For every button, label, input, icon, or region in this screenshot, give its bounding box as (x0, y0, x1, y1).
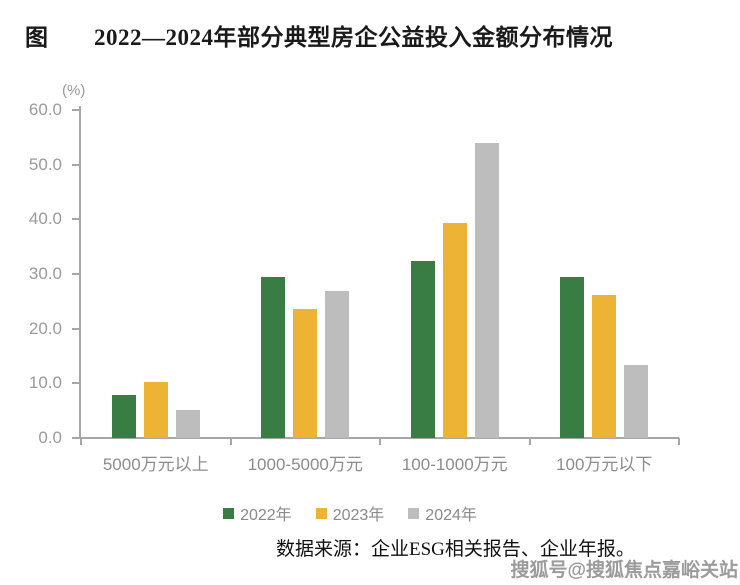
x-axis-label: 1000-5000万元 (247, 455, 363, 474)
legend-label: 2022年 (240, 507, 292, 524)
y-tick-label: 0.0 (38, 428, 62, 447)
y-tick (72, 163, 80, 166)
y-tick (72, 437, 80, 439)
legend-label: 2024年 (425, 507, 477, 524)
y-tick-label: 60.0 (28, 100, 62, 119)
y-tick (72, 109, 80, 111)
bar-2024年-100万元以下 (624, 365, 649, 438)
bar-2022年-100万元以下 (560, 276, 585, 438)
legend-label: 2023年 (332, 507, 385, 524)
y-tick-label: 50.0 (28, 154, 62, 174)
legend-item-2024年: 2024年 (408, 501, 477, 525)
x-tick (678, 438, 680, 445)
bar-2022年-100-1000万元 (410, 260, 435, 438)
x-tick (379, 438, 381, 445)
bar-2024年-100-1000万元 (474, 142, 499, 438)
legend: 2022年 2023年 2024年 (0, 501, 700, 525)
bar-2023年-1000-5000万元 (293, 308, 318, 438)
bar-2022年-1000-5000万元 (261, 276, 286, 438)
y-axis (79, 106, 81, 439)
y-tick-label: 30.0 (28, 264, 62, 283)
y-axis-unit-label: (%) (62, 82, 86, 99)
bar-2023年-100-1000万元 (442, 222, 467, 438)
figure-label: 图 (25, 25, 48, 50)
bar-2024年-1000-5000万元 (325, 290, 350, 438)
y-tick (72, 327, 80, 330)
legend-swatch (408, 507, 420, 519)
legend-swatch (315, 507, 327, 519)
y-tick (72, 382, 80, 385)
bar-2024年-5000万元以上 (175, 409, 200, 438)
legend-swatch (223, 507, 235, 519)
x-axis-label: 5000万元以上 (102, 455, 209, 474)
bar-2023年-5000万元以上 (143, 382, 168, 438)
bar-2023年-100万元以下 (592, 294, 617, 438)
y-tick-label: 20.0 (28, 318, 62, 338)
x-axis-label: 100-1000万元 (401, 455, 508, 474)
x-tick (80, 438, 82, 445)
legend-item-2022年: 2022年 (223, 501, 292, 525)
x-axis-label: 100万元以下 (556, 455, 653, 474)
y-tick-label: 40.0 (28, 209, 62, 229)
chart-title: 2022—2024年部分典型房企公益投入金额分布情况 (94, 25, 613, 50)
y-tick (72, 273, 80, 275)
y-tick-label: 10.0 (28, 373, 62, 393)
x-tick (528, 438, 531, 445)
x-axis (73, 437, 679, 439)
source-note: 数据来源：企业ESG相关报告、企业年报。 (276, 539, 635, 560)
y-tick (72, 218, 80, 221)
bar-2022年-5000万元以上 (111, 394, 136, 438)
x-tick (229, 438, 232, 445)
legend-item-2023年: 2023年 (315, 501, 385, 525)
watermark: 搜狐号@搜狐焦点嘉峪关站 (510, 560, 738, 581)
